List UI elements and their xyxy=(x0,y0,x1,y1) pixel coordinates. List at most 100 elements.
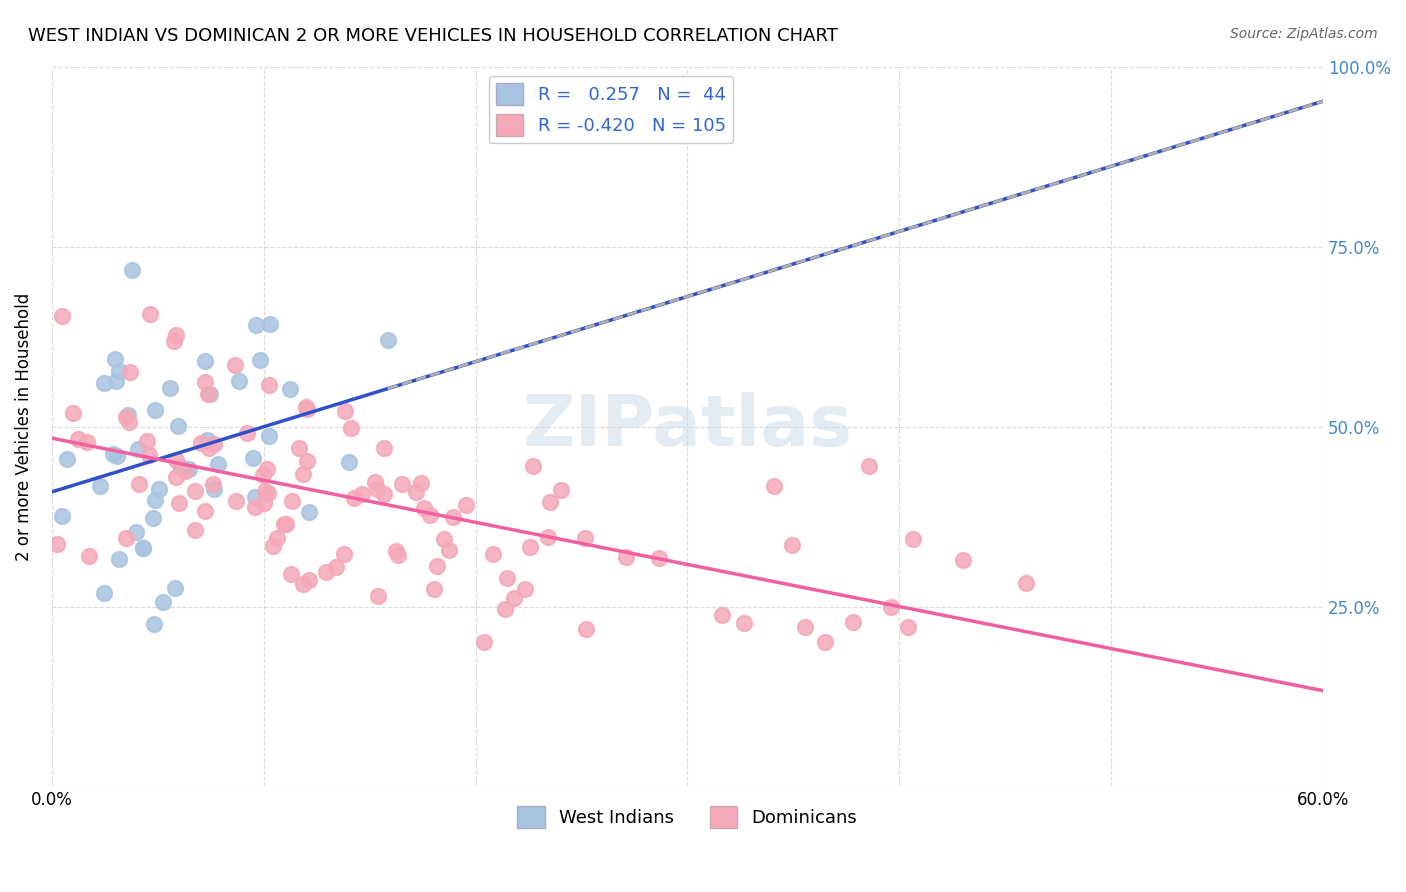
Point xyxy=(225,493,247,508)
Point xyxy=(472,635,495,649)
Point xyxy=(495,571,517,585)
Point xyxy=(266,531,288,545)
Point xyxy=(813,635,835,649)
Point xyxy=(342,491,364,506)
Point xyxy=(952,553,974,567)
Point xyxy=(51,309,73,323)
Point xyxy=(614,549,637,564)
Point xyxy=(648,550,671,565)
Point xyxy=(256,462,278,476)
Point xyxy=(143,403,166,417)
Point xyxy=(194,503,217,517)
Point xyxy=(201,477,224,491)
Point xyxy=(259,377,281,392)
Point xyxy=(105,375,128,389)
Point xyxy=(249,353,271,368)
Point xyxy=(51,509,73,524)
Point xyxy=(62,405,84,419)
Point xyxy=(433,532,456,546)
Point xyxy=(253,484,276,499)
Point xyxy=(139,307,162,321)
Point xyxy=(387,548,409,562)
Point xyxy=(224,358,246,372)
Point xyxy=(384,544,406,558)
Point xyxy=(522,458,544,473)
Point xyxy=(167,496,190,510)
Point xyxy=(207,458,229,472)
Point xyxy=(780,538,803,552)
Point xyxy=(145,493,167,508)
Point xyxy=(76,434,98,449)
Point xyxy=(132,541,155,555)
Point xyxy=(108,552,131,566)
Legend: West Indians, Dominicans: West Indians, Dominicans xyxy=(510,798,865,835)
Point xyxy=(377,333,399,347)
Point xyxy=(101,447,124,461)
Point xyxy=(202,483,225,497)
Point xyxy=(253,496,276,510)
Point xyxy=(138,449,160,463)
Point xyxy=(515,582,537,596)
Point xyxy=(194,353,217,368)
Point xyxy=(262,540,284,554)
Point xyxy=(295,400,318,414)
Point xyxy=(333,403,356,417)
Point xyxy=(325,559,347,574)
Point xyxy=(259,317,281,331)
Point xyxy=(298,505,321,519)
Point xyxy=(281,493,304,508)
Point xyxy=(165,453,187,467)
Point xyxy=(128,477,150,491)
Point xyxy=(333,547,356,561)
Text: ZIPatlas: ZIPatlas xyxy=(523,392,852,461)
Point xyxy=(194,375,217,389)
Point xyxy=(291,467,314,482)
Point xyxy=(148,482,170,496)
Point xyxy=(184,483,207,498)
Point xyxy=(195,433,218,447)
Point xyxy=(280,382,302,396)
Point xyxy=(118,365,141,379)
Point xyxy=(132,541,155,555)
Point xyxy=(901,532,924,546)
Point xyxy=(733,616,755,631)
Point xyxy=(127,442,149,457)
Point xyxy=(184,523,207,537)
Point xyxy=(79,549,101,563)
Point xyxy=(1015,576,1038,591)
Point xyxy=(198,386,221,401)
Point xyxy=(538,495,561,509)
Point xyxy=(105,449,128,463)
Point xyxy=(117,408,139,422)
Point xyxy=(197,386,219,401)
Point xyxy=(174,464,197,478)
Point xyxy=(46,537,69,551)
Point xyxy=(411,476,433,491)
Point xyxy=(574,531,596,545)
Point xyxy=(456,499,478,513)
Point xyxy=(274,516,297,531)
Point xyxy=(165,327,187,342)
Point xyxy=(897,620,920,634)
Point xyxy=(315,566,337,580)
Point xyxy=(115,531,138,545)
Point xyxy=(537,530,560,544)
Point xyxy=(245,490,267,504)
Point xyxy=(252,468,274,483)
Point xyxy=(439,542,461,557)
Point xyxy=(67,432,90,446)
Point xyxy=(93,376,115,390)
Point xyxy=(142,511,165,525)
Point xyxy=(177,462,200,476)
Point xyxy=(104,351,127,366)
Point xyxy=(142,617,165,632)
Point xyxy=(494,602,516,616)
Point xyxy=(152,595,174,609)
Point xyxy=(366,482,388,496)
Point xyxy=(575,623,598,637)
Point xyxy=(391,476,413,491)
Point xyxy=(162,334,184,348)
Point xyxy=(121,263,143,277)
Point xyxy=(93,586,115,600)
Point xyxy=(163,581,186,595)
